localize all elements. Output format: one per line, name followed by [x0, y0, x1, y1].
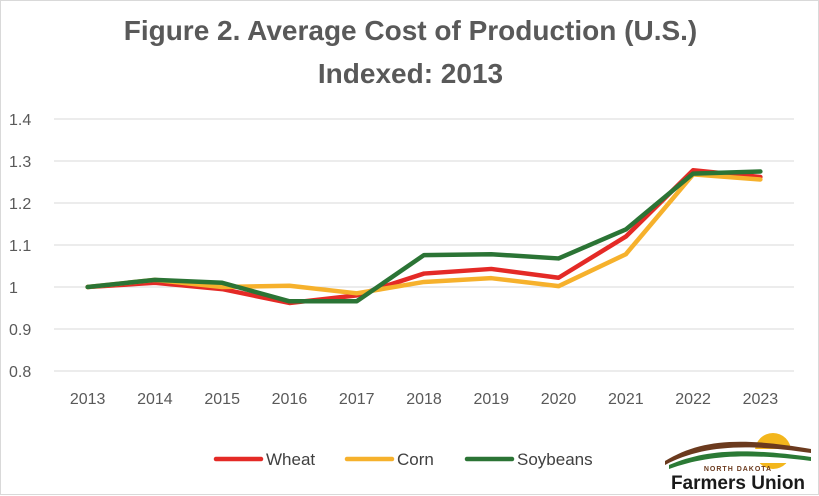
x-tick-label: 2020 [541, 391, 577, 408]
x-tick-label: 2021 [608, 391, 644, 408]
y-tick-label: 1.1 [9, 238, 31, 255]
logo-field-green [669, 451, 811, 469]
x-tick-label: 2013 [70, 391, 106, 408]
legend-label-corn: Corn [397, 450, 434, 469]
series-line-wheat [85, 167, 763, 306]
legend-label-wheat: Wheat [266, 450, 315, 469]
x-tick-label: 2018 [406, 391, 442, 408]
x-tick-label: 2017 [339, 391, 375, 408]
chart-title: Figure 2. Average Cost of Production (U.… [123, 15, 698, 46]
y-tick-label: 1.2 [9, 196, 31, 213]
series-line-corn [85, 172, 763, 296]
y-tick-label: 1 [9, 280, 18, 297]
x-tick-label: 2014 [137, 391, 173, 408]
y-tick-label: 1.4 [9, 112, 31, 129]
y-tick-label: 0.9 [9, 322, 31, 339]
logo-top-text: NORTH DAKOTA [704, 466, 772, 473]
legend-label-soybeans: Soybeans [517, 450, 593, 469]
x-tick-label: 2023 [743, 391, 779, 408]
y-tick-label: 1.3 [9, 154, 31, 171]
x-tick-label: 2022 [675, 391, 711, 408]
logo-main-text: Farmers Union [671, 473, 805, 494]
x-tick-label: 2015 [204, 391, 240, 408]
series-line-soybeans [85, 169, 763, 304]
y-tick-label: 0.8 [9, 364, 31, 381]
chart-subtitle: Indexed: 2013 [317, 58, 504, 89]
farmers-union-logo: NORTH DAKOTA Farmers Union [661, 433, 811, 494]
x-tick-label: 2019 [473, 391, 509, 408]
x-tick-label: 2016 [272, 391, 308, 408]
logo-field-brown [665, 441, 811, 465]
